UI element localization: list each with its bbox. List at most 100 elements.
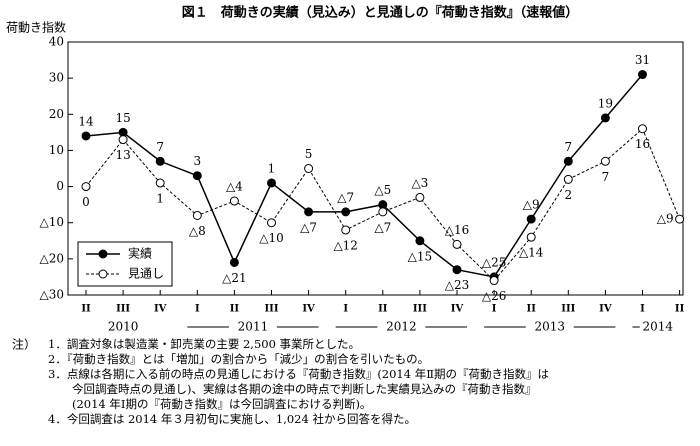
data-point — [415, 192, 425, 202]
data-point — [304, 207, 314, 217]
data-label: △14 — [519, 246, 544, 260]
data-label: 7 — [564, 140, 572, 154]
legend-label: 実績 — [128, 246, 152, 261]
data-label: △9 — [657, 212, 674, 226]
data-label: △7 — [337, 190, 354, 204]
data-point — [638, 70, 647, 80]
note: (2014 年Ⅰ期の『荷動き指数』は今回調査における判断)。 — [72, 397, 371, 411]
year-label: 2012 — [386, 320, 417, 334]
data-label: △23 — [445, 278, 470, 292]
data-point — [155, 156, 165, 166]
x-tick-label: II — [230, 304, 240, 315]
data-point — [341, 225, 351, 235]
data-label: 15 — [115, 111, 130, 125]
y-tick-label: △10 — [40, 215, 65, 229]
data-point — [229, 196, 239, 206]
note: 1．調査対象は製造業・卸売業の主要 2,500 事業所とした。 — [48, 337, 360, 351]
data-point — [81, 131, 91, 141]
x-tick-label: II — [675, 304, 685, 315]
data-label: △7 — [374, 220, 391, 234]
note: 2．『荷動き指数』とは「増加」の割合から「減少」の割合を引いたもの。 — [48, 352, 429, 366]
data-label: △9 — [523, 198, 540, 212]
data-point — [563, 174, 573, 184]
y-tick-label: 10 — [49, 143, 64, 157]
y-tick-label: 0 — [56, 179, 64, 193]
data-label: 1 — [156, 191, 164, 205]
x-tick-label: IV — [302, 304, 315, 315]
data-point — [600, 156, 610, 166]
data-label: △12 — [333, 238, 358, 252]
x-tick-label: II — [81, 304, 91, 315]
y-tick-label: △20 — [40, 251, 65, 265]
data-label: △8 — [189, 224, 206, 238]
data-label: △7 — [300, 220, 317, 234]
data-point — [600, 113, 610, 123]
data-label: 31 — [635, 53, 650, 67]
data-label: 19 — [598, 96, 613, 110]
data-point — [526, 214, 536, 224]
data-point — [118, 135, 128, 145]
year-label: 2011 — [238, 320, 269, 334]
note: 3．点線は各期に入る前の時点の見通しにおける『荷動き指数』(2014 年Ⅱ期の『… — [48, 367, 549, 381]
data-point — [229, 257, 239, 267]
x-tick-label: II — [527, 304, 537, 315]
y-axis-label: 荷動き指数 — [6, 20, 66, 35]
data-point — [452, 265, 462, 275]
data-label: 16 — [635, 137, 650, 151]
data-label: △26 — [482, 289, 507, 303]
y-tick-label: 30 — [49, 71, 64, 85]
x-tick-label: I — [343, 304, 348, 315]
data-label: △3 — [411, 176, 428, 190]
data-point — [452, 239, 462, 249]
data-point — [267, 178, 276, 188]
chart-title: 図１ 荷動きの実績（見込み）と見通しの『荷動き指数』（速報値） — [182, 5, 579, 21]
data-point — [81, 182, 91, 192]
data-label: 1 — [268, 161, 276, 175]
data-label: △21 — [222, 271, 247, 285]
y-tick-label: △30 — [40, 288, 65, 302]
data-point — [304, 164, 314, 173]
year-label: 2010 — [108, 320, 139, 334]
series-line — [85, 74, 644, 278]
x-tick-label: IV — [154, 304, 167, 315]
data-label: 0 — [82, 195, 90, 209]
data-label: △15 — [408, 249, 433, 263]
data-label: 3 — [193, 154, 201, 168]
data-label: △10 — [259, 231, 284, 245]
year-label: 2013 — [534, 320, 565, 334]
data-label: 7 — [156, 140, 164, 154]
note: 4．今回調査は 2014 年３月初旬に実施し、1,024 社から回答を得た。 — [48, 412, 416, 426]
data-point — [267, 218, 276, 228]
data-point — [155, 178, 165, 188]
x-tick-label: I — [492, 304, 497, 315]
x-tick-label: I — [640, 304, 645, 315]
data-point — [378, 207, 388, 217]
x-tick-label: IV — [451, 304, 464, 315]
data-label: △4 — [226, 180, 243, 194]
data-label: 5 — [305, 147, 313, 161]
plot-frame — [67, 41, 684, 296]
legend-marker — [98, 269, 108, 279]
data-point — [192, 210, 202, 220]
data-label: △5 — [374, 183, 391, 197]
data-label: 14 — [78, 114, 94, 128]
x-tick-label: III — [264, 304, 278, 315]
x-tick-label: I — [195, 304, 200, 315]
data-point — [638, 124, 647, 134]
legend-box — [77, 241, 173, 287]
data-point — [192, 171, 202, 181]
data-point — [526, 232, 536, 242]
y-tick-label: 40 — [49, 35, 64, 49]
year-label: 2014 — [642, 320, 673, 334]
legend-marker — [98, 249, 108, 259]
data-point — [675, 214, 685, 224]
y-tick-label: 20 — [49, 107, 64, 121]
legend-label: 見通し — [128, 267, 164, 281]
x-tick-label: IV — [599, 304, 612, 315]
notes-label: 注） — [12, 337, 36, 352]
data-label: △16 — [445, 223, 470, 237]
x-tick-label: III — [116, 304, 130, 315]
data-point — [415, 236, 425, 246]
data-label: 2 — [564, 188, 572, 202]
data-point — [489, 276, 499, 286]
